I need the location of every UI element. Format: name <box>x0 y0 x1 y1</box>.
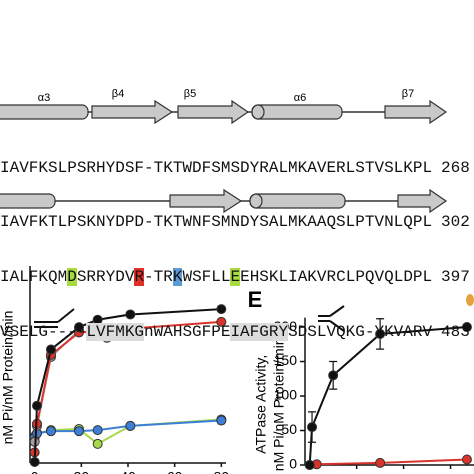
data-point <box>29 456 40 467</box>
structure-label: β4 <box>112 88 124 100</box>
sequence: IALFKQM <box>0 268 68 287</box>
x-tick-label: 60 <box>167 469 183 474</box>
sequence: EHSKLIAKVRCLPQVQLDPL <box>240 268 433 287</box>
alignment-row: VSELG----LVFMKGnWAHSGFPEIAFGRYSDSLVQKG-Y… <box>0 323 470 342</box>
inset-icon <box>34 305 345 332</box>
structure-label: α3 <box>38 92 50 104</box>
sequence: IAVFKSLPSRHYDSF-TKTWDFSMSDYRALMKAVERLSTV… <box>0 158 433 177</box>
data-point <box>304 460 315 470</box>
sequence-alignment: IAVFKSLPSRHYDSF-TKTWDFSMSDYRALMKAVERLSTV… <box>0 122 470 360</box>
highlighted-residue: R <box>134 268 145 287</box>
residue-number: 268 <box>441 158 470 177</box>
data-point <box>74 322 84 333</box>
structure-track-bottom <box>0 188 448 214</box>
sequence: VSELG---- <box>0 323 87 342</box>
data-point <box>375 328 386 339</box>
shaded-sequence: LVFMKG <box>86 323 145 342</box>
data-point <box>216 316 227 327</box>
y-axis-label: nM Pi/nM Protein/min <box>0 311 16 445</box>
data-point <box>375 457 386 468</box>
x-tick-label: 60 <box>443 471 459 474</box>
residue-number: 302 <box>441 213 470 232</box>
alignment-row: IAVFKSLPSRHYDSF-TKTWDFSMSDYRALMKAVERLSTV… <box>0 158 470 177</box>
y-axis-label: nM Pi/nM Protein/min <box>271 337 287 471</box>
highlighted-residue: D <box>67 268 77 287</box>
sequence: SRRYDV <box>76 268 135 287</box>
data-point <box>92 425 103 436</box>
shaded-sequence: IAFGRY <box>230 323 289 342</box>
sequence: nWAHSGFPE <box>144 323 231 342</box>
structure-track-top: α3 β4 β5 α6 β7 <box>0 88 448 125</box>
data-point <box>32 400 42 411</box>
x-tick-label: 20 <box>349 471 365 474</box>
structure-label: β7 <box>402 88 414 100</box>
y-tick-label: 50 <box>281 421 297 437</box>
x-tick-label: 80 <box>214 469 230 474</box>
data-point <box>125 420 136 431</box>
highlighted-residue: K <box>172 268 183 287</box>
x-tick-label: 20 <box>74 469 90 474</box>
y-tick-label: 150 <box>274 352 298 368</box>
data-point <box>46 426 56 437</box>
sequence: SDSLVQKG-YKVARV <box>288 323 433 342</box>
data-point <box>92 438 103 449</box>
data-point <box>461 454 472 465</box>
decoration <box>466 294 474 306</box>
data-point <box>216 304 227 315</box>
data-point <box>461 322 472 333</box>
chart: 0501001502000204060ATPase Activity,nM Pi… <box>253 317 474 474</box>
structure-label: α6 <box>294 92 306 104</box>
y-axis-label: ATPase Activity, <box>253 355 269 454</box>
data-point <box>125 309 136 320</box>
y-tick-label: 100 <box>274 387 298 403</box>
x-tick-label: 40 <box>120 469 136 474</box>
x-tick-label: 0 <box>306 471 314 474</box>
highlighted-residue: E <box>230 268 241 287</box>
y-tick-label: 0 <box>289 456 297 472</box>
sequence: IAVFKTLPSKNYDPD-TKTWNFSMNDYSALMKAAQSLPTV… <box>0 213 433 232</box>
data-point <box>46 344 56 355</box>
alignment-row: IALFKQMDSRRYDVR-TRKWSFLLEEHSKLIAKVRCLPQV… <box>0 268 470 287</box>
sequence: -TR <box>144 268 173 287</box>
series-line <box>309 458 467 466</box>
x-tick-label: 0 <box>31 469 39 474</box>
data-point <box>328 370 339 381</box>
alignment-row: IAVFKTLPSKNYDPD-TKTWNFSMNDYSALMKAAQSLPTV… <box>0 213 470 232</box>
data-point <box>74 426 84 437</box>
data-point <box>216 415 227 426</box>
sequence: WSFLL <box>182 268 231 287</box>
structure-label: β5 <box>184 88 196 100</box>
panel-label: E <box>248 287 263 312</box>
residue-number: 483 <box>441 323 470 342</box>
x-tick-label: 40 <box>396 471 412 474</box>
residue-number: 397 <box>441 268 470 287</box>
data-point <box>307 422 318 433</box>
